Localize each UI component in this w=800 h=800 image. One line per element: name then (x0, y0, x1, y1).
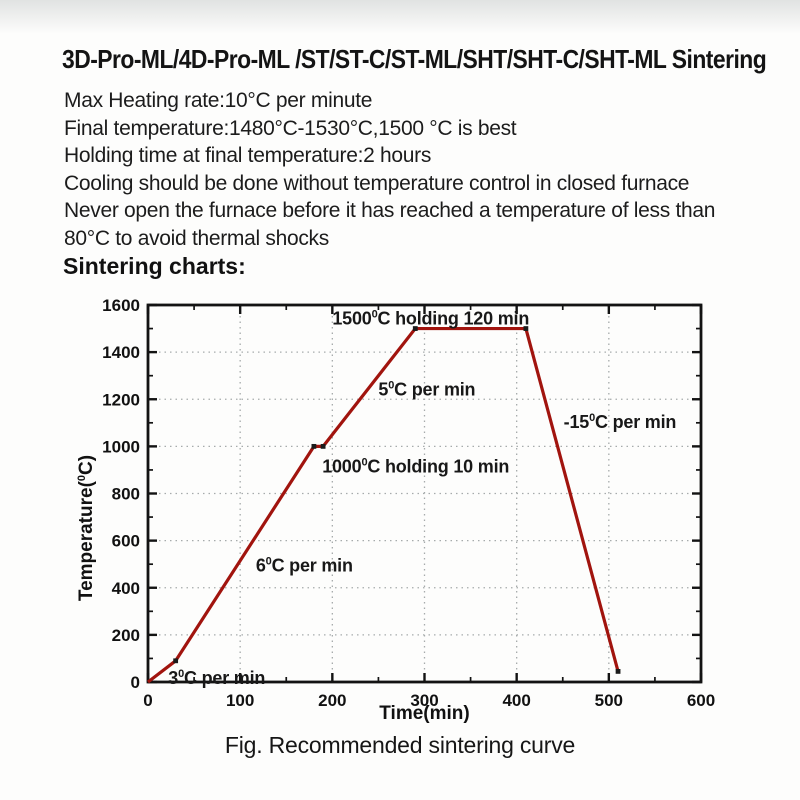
svg-text:500: 500 (595, 691, 623, 710)
svg-text:60C per min: 60C per min (256, 555, 353, 575)
instruction-line: 80°C to avoid thermal shocks (64, 226, 329, 250)
svg-text:1600: 1600 (102, 296, 140, 315)
svg-text:1200: 1200 (102, 390, 140, 409)
svg-text:200: 200 (112, 626, 140, 645)
instruction-line: Max Heating rate:10°C per minute (64, 89, 373, 112)
figure-caption: Fig. Recommended sintering curve (224, 732, 576, 758)
svg-text:1000: 1000 (102, 437, 140, 456)
svg-text:600: 600 (687, 691, 715, 710)
instruction-line: Holding time at final temperature:2 hour… (64, 144, 432, 168)
page-title: 3D-Pro-ML/4D-Pro-ML /ST/ST-C/ST-ML/SHT/S… (62, 44, 767, 74)
svg-text:Time(min): Time(min) (379, 703, 469, 724)
svg-text:10000C holding 10 min: 10000C holding 10 min (322, 456, 509, 476)
svg-text:0: 0 (131, 673, 140, 692)
svg-text:400: 400 (112, 579, 140, 598)
charts-heading: Sintering charts: (63, 253, 246, 279)
svg-text:1400: 1400 (102, 343, 140, 362)
svg-text:30C per min: 30C per min (168, 668, 265, 688)
svg-text:100: 100 (226, 691, 254, 710)
instruction-line: Cooling should be done without temperatu… (64, 171, 690, 195)
svg-text:Temperature(0C): Temperature(0C) (76, 455, 97, 601)
svg-text:800: 800 (112, 485, 140, 504)
svg-text:300: 300 (410, 691, 438, 710)
instructions-block: Max Heating rate:10°C per minute Final t… (64, 87, 715, 253)
page-top-shading (0, 0, 800, 34)
instruction-line: Never open the furnace before it has rea… (64, 199, 716, 223)
instruction-line: Final temperature:1480°C-1530°C,1500 °C … (64, 116, 517, 140)
svg-text:600: 600 (112, 532, 140, 551)
svg-text:400: 400 (502, 691, 530, 710)
svg-text:15000C holding 120 min: 15000C holding 120 min (332, 308, 529, 328)
svg-text:0: 0 (143, 691, 152, 710)
svg-text:200: 200 (318, 691, 346, 710)
svg-text:50C per min: 50C per min (378, 380, 475, 400)
svg-text:-150C per min: -150C per min (564, 412, 677, 432)
